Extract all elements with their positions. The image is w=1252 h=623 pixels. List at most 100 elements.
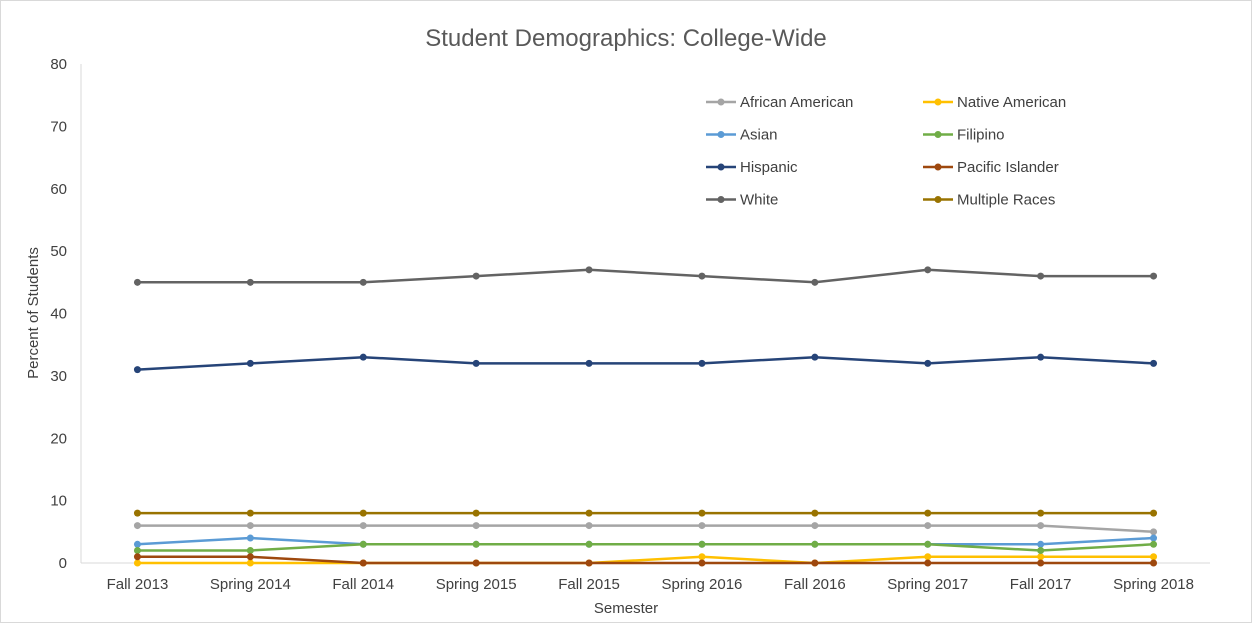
data-point — [1150, 559, 1158, 567]
data-point — [246, 278, 254, 286]
data-point — [1037, 522, 1045, 530]
series-line — [137, 355, 1154, 371]
legend-label: Hispanic — [740, 159, 798, 176]
data-point — [1037, 353, 1045, 361]
legend-label: Native American — [957, 94, 1066, 111]
series-pacific-islander — [133, 553, 1158, 567]
legend-item: Hispanic — [706, 159, 798, 176]
data-point — [133, 278, 141, 286]
series-line — [137, 555, 1154, 565]
data-point — [359, 559, 367, 567]
y-tick-label: 40 — [50, 306, 67, 323]
data-point — [698, 522, 706, 530]
x-tick-label: Spring 2018 — [1113, 576, 1194, 593]
data-point — [585, 559, 593, 567]
data-point — [698, 559, 706, 567]
data-point — [924, 540, 932, 548]
data-point — [246, 534, 254, 542]
data-point — [1150, 272, 1158, 280]
data-point — [1150, 553, 1158, 561]
series-asian — [133, 534, 1158, 548]
x-tick-label: Fall 2016 — [784, 576, 846, 593]
data-point — [924, 509, 932, 517]
series-hispanic — [133, 353, 1158, 374]
y-tick-label: 60 — [50, 181, 67, 198]
legend-marker — [934, 131, 942, 138]
data-point — [811, 540, 819, 548]
data-point — [811, 353, 819, 361]
data-point — [359, 353, 367, 361]
series-white — [133, 266, 1158, 286]
data-point — [1150, 534, 1158, 542]
y-tick-label: 0 — [59, 555, 67, 572]
y-tick-label: 20 — [50, 430, 67, 447]
data-point — [1150, 509, 1158, 517]
data-point — [1037, 540, 1045, 548]
data-point — [924, 559, 932, 567]
y-axis-ticks: 0 10 20 30 40 50 60 70 80 — [50, 56, 67, 572]
data-point — [698, 359, 706, 367]
y-tick-label: 10 — [50, 493, 67, 510]
x-tick-label: Spring 2017 — [887, 576, 968, 593]
legend-item: White — [706, 192, 778, 209]
x-axis-title: Semester — [594, 600, 658, 617]
data-point — [133, 540, 141, 548]
data-point — [924, 522, 932, 530]
series-line — [137, 524, 1154, 534]
data-point — [1037, 559, 1045, 567]
data-point — [133, 559, 141, 567]
data-point — [1037, 509, 1045, 517]
x-tick-label: Spring 2016 — [661, 576, 742, 593]
data-point — [133, 509, 141, 517]
x-tick-label: Fall 2013 — [107, 576, 169, 593]
data-point — [698, 509, 706, 517]
data-point — [585, 540, 593, 548]
legend-label: White — [740, 192, 778, 209]
legend-marker — [717, 98, 725, 106]
legend-marker — [934, 196, 942, 203]
x-tick-label: Fall 2014 — [332, 576, 394, 593]
series-line — [137, 555, 1154, 565]
data-point — [924, 359, 932, 367]
x-tick-label: Fall 2015 — [558, 576, 620, 593]
y-axis-title: Percent of Students — [25, 247, 42, 379]
legend-item: Multiple Races — [923, 192, 1055, 209]
data-point — [246, 553, 254, 561]
data-point — [133, 547, 141, 555]
data-point — [359, 278, 367, 286]
y-tick-label: 80 — [50, 56, 67, 73]
series-african-american — [133, 522, 1158, 536]
legend-marker — [717, 196, 725, 203]
legend-marker — [717, 131, 725, 138]
data-point — [472, 272, 480, 280]
data-point — [811, 522, 819, 530]
data-point — [246, 509, 254, 517]
y-tick-label: 50 — [50, 243, 67, 260]
data-point — [359, 509, 367, 517]
data-point — [811, 278, 819, 286]
data-point — [472, 559, 480, 567]
legend: African American Native American Asian Fili… — [706, 94, 1066, 209]
data-point — [246, 522, 254, 530]
data-point — [811, 509, 819, 517]
data-point — [1150, 528, 1158, 536]
data-point — [924, 553, 932, 561]
legend-label: Asian — [740, 127, 778, 144]
data-point — [246, 547, 254, 555]
series-multiple-races — [133, 509, 1158, 517]
x-tick-label: Spring 2015 — [436, 576, 517, 593]
legend-label: Filipino — [957, 127, 1005, 144]
legend-marker — [934, 98, 942, 106]
data-point — [133, 553, 141, 561]
data-point — [585, 266, 593, 274]
data-point — [472, 509, 480, 517]
legend-label: Multiple Races — [957, 192, 1055, 209]
data-point — [698, 540, 706, 548]
data-point — [1150, 359, 1158, 367]
x-tick-label: Fall 2017 — [1010, 576, 1072, 593]
data-point — [585, 522, 593, 530]
data-point — [133, 366, 141, 374]
data-point — [1037, 547, 1045, 555]
